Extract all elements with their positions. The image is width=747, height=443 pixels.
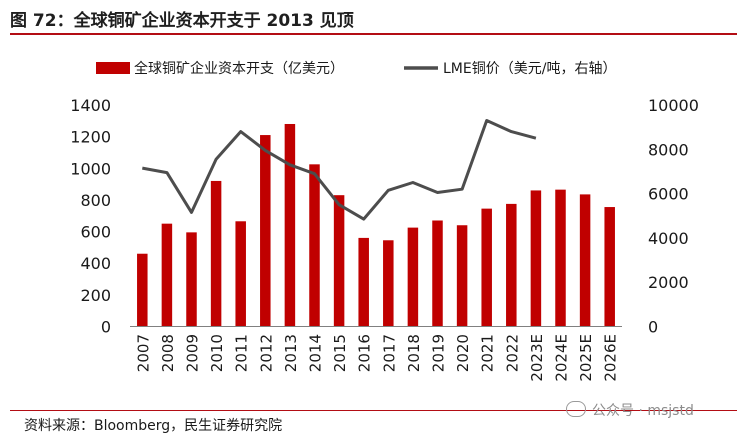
x-axis-tick-label: 2011 — [233, 334, 251, 372]
right-axis-tick-label: 0 — [648, 318, 658, 337]
right-axis-tick-label: 10000 — [648, 96, 699, 115]
bar-2015 — [333, 195, 345, 327]
bar-2008 — [161, 223, 173, 327]
source-divider — [10, 410, 737, 411]
x-axis-tick-label: 2016 — [356, 334, 374, 372]
right-axis-tick-label: 6000 — [648, 185, 689, 204]
bar-2019 — [432, 220, 443, 327]
right-axis-tick-label: 8000 — [648, 140, 689, 159]
bar-2017 — [383, 240, 394, 327]
left-axis-tick-label: 200 — [80, 286, 111, 305]
x-axis-tick-label: 2021 — [479, 334, 497, 372]
watermark: 公众号 · msjstd — [566, 400, 694, 420]
right-axis: 0 2000 4000 6000 8000 10000 — [648, 96, 699, 337]
left-axis-tick-label: 1400 — [70, 96, 111, 115]
bar-2012 — [260, 135, 271, 327]
bar-2016 — [358, 237, 369, 327]
x-axis-tick-label: 2015 — [331, 334, 349, 372]
x-axis-tick-label: 2024E — [553, 334, 571, 382]
left-axis-tick-label: 0 — [101, 318, 111, 337]
x-axis-tick-label: 2020 — [454, 334, 472, 372]
legend-line-label: LME铜价（美元/吨，右轴） — [443, 61, 616, 77]
line-series-lme-copper-price — [142, 119, 537, 221]
x-axis-tick-label: 2013 — [282, 334, 300, 372]
x-axis-tick-label: 2010 — [208, 334, 226, 372]
chart: 全球铜矿企业资本开支（亿美元） LME铜价（美元/吨，右轴） 0 200 400 60… — [70, 60, 699, 382]
bar-2013 — [284, 123, 296, 327]
x-axis-tick-label: 2018 — [405, 334, 423, 372]
x-axis-tick-label: 2008 — [159, 334, 177, 372]
figure-title: 图 72：全球铜矿企业资本开支于 2013 见顶 — [10, 11, 354, 31]
bar-series — [137, 123, 615, 327]
bar-2009 — [186, 232, 197, 327]
x-axis-labels: 2007 2008 2009 2010 2011 2012 2013 2014 2015 2016… — [134, 334, 619, 382]
legend-bar-swatch — [96, 62, 130, 74]
title-divider — [10, 33, 737, 35]
x-axis-tick-label: 2026E — [602, 334, 620, 382]
right-axis-tick-label: 2000 — [648, 273, 689, 292]
x-axis-tick-label: 2007 — [134, 334, 152, 372]
wechat-icon — [566, 401, 586, 417]
bar-2014 — [309, 164, 320, 327]
bar-2010 — [210, 180, 222, 327]
bar-2025E — [579, 194, 591, 327]
watermark-text: 公众号 · msjstd — [592, 403, 694, 419]
x-axis-tick-label: 2025E — [577, 334, 595, 382]
legend: 全球铜矿企业资本开支（亿美元） LME铜价（美元/吨，右轴） — [96, 60, 616, 77]
bar-2024E — [555, 189, 566, 327]
left-axis-tick-label: 400 — [80, 254, 111, 273]
left-axis-tick-label: 1000 — [70, 159, 111, 178]
x-axis-tick-label: 2014 — [307, 334, 325, 372]
bar-2020 — [456, 225, 468, 327]
left-axis: 0 200 400 600 800 1000 1200 1400 — [70, 96, 111, 337]
bar-2011 — [235, 221, 246, 327]
right-axis-tick-label: 4000 — [648, 229, 689, 248]
x-axis-tick-label: 2023E — [528, 334, 546, 382]
left-axis-tick-label: 800 — [80, 191, 111, 210]
legend-bar-label: 全球铜矿企业资本开支（亿美元） — [134, 60, 344, 77]
x-axis-tick-label: 2009 — [184, 334, 202, 372]
x-axis-tick-label: 2012 — [257, 334, 275, 372]
bar-2022 — [506, 203, 517, 327]
left-axis-tick-label: 600 — [80, 223, 111, 242]
x-axis-tick-label: 2019 — [430, 334, 448, 372]
bar-2007 — [137, 253, 148, 327]
x-axis-tick-label: 2022 — [503, 334, 521, 372]
x-axis-tick-label: 2017 — [380, 334, 398, 372]
bar-2021 — [481, 208, 492, 327]
bar-2026E — [604, 207, 615, 327]
bar-2018 — [407, 227, 419, 327]
source-note: 资料来源：Bloomberg，民生证券研究院 — [24, 418, 283, 434]
bar-2023E — [530, 190, 542, 327]
left-axis-tick-label: 1200 — [70, 128, 111, 147]
